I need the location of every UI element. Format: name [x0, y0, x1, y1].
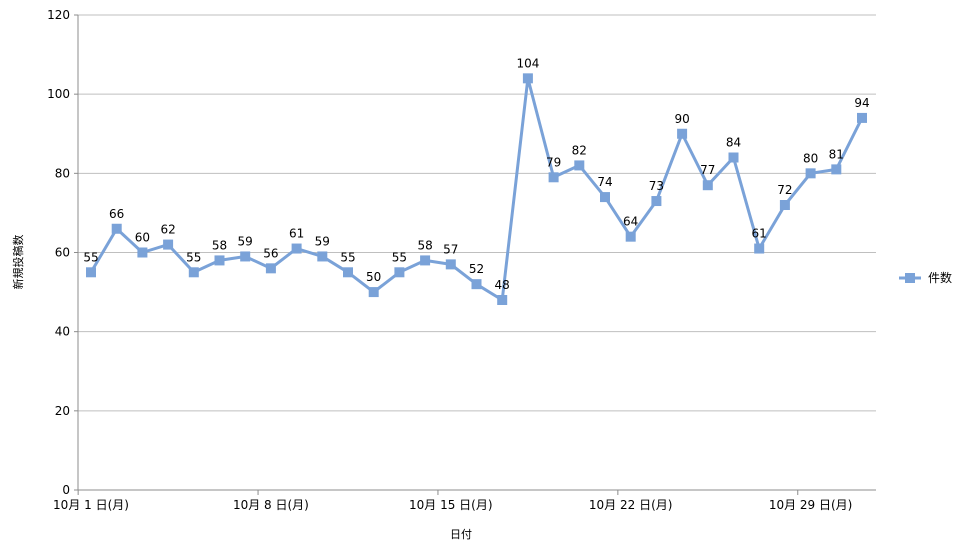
data-label: 77	[700, 163, 715, 177]
data-point	[702, 180, 713, 191]
x-tick-label: 10月 22 日(月)	[589, 498, 673, 512]
data-label: 59	[238, 234, 253, 248]
legend-marker-swatch	[905, 273, 915, 283]
data-point	[368, 287, 379, 298]
grid-lines	[78, 14, 876, 412]
data-point	[548, 172, 559, 183]
data-point	[625, 231, 636, 242]
data-point	[420, 255, 431, 266]
data-point	[857, 112, 867, 123]
data-point	[728, 152, 739, 163]
x-axis-title: 日付	[450, 528, 472, 541]
data-label: 72	[777, 183, 792, 197]
data-label: 80	[803, 151, 818, 165]
data-point	[522, 73, 533, 84]
x-tick-label: 10月 1 日(月)	[53, 498, 129, 512]
data-label: 61	[289, 227, 304, 241]
data-point	[677, 128, 688, 139]
data-label: 56	[263, 246, 278, 260]
data-point	[805, 168, 816, 179]
data-point	[831, 164, 842, 175]
data-label: 55	[186, 250, 201, 264]
data-label: 50	[366, 270, 381, 284]
data-point	[214, 255, 225, 266]
data-label: 52	[469, 262, 484, 276]
data-point	[754, 243, 765, 254]
data-point	[317, 251, 328, 262]
data-point	[188, 267, 199, 278]
y-tick-label: 100	[47, 87, 70, 101]
data-point	[86, 267, 96, 278]
data-point	[111, 223, 122, 234]
x-tick-label: 10月 15 日(月)	[409, 498, 493, 512]
y-tick-label: 120	[47, 8, 70, 22]
data-label: 94	[854, 96, 869, 110]
data-point	[240, 251, 251, 262]
data-label: 66	[109, 207, 124, 221]
data-point	[497, 295, 508, 305]
data-label: 55	[392, 250, 407, 264]
data-point	[394, 267, 405, 278]
data-label: 82	[572, 143, 587, 157]
data-label: 59	[315, 234, 330, 248]
y-tick-label: 60	[55, 246, 70, 260]
data-point	[265, 263, 276, 274]
data-label: 64	[623, 215, 638, 229]
data-label: 81	[829, 147, 844, 161]
data-label: 62	[160, 223, 175, 237]
y-tick-label: 80	[55, 166, 70, 180]
y-tick-label: 20	[55, 404, 70, 418]
x-tick-labels: 10月 1 日(月) 10月 8 日(月) 10月 15 日(月) 10月 22 日(…	[53, 490, 852, 512]
data-label: 73	[649, 179, 664, 193]
data-point	[779, 200, 790, 210]
data-point	[600, 192, 610, 203]
data-labels: 55 66 60 62 55 58 59 56 61 59 55 50 55 58 57 52 48 104 79 8…	[83, 56, 869, 292]
data-label: 74	[597, 175, 612, 189]
data-label: 60	[135, 231, 150, 245]
data-label: 84	[726, 136, 741, 150]
data-point	[163, 239, 174, 250]
data-point	[651, 196, 662, 207]
data-point	[343, 267, 353, 278]
data-label: 58	[212, 238, 227, 252]
data-markers	[86, 73, 867, 305]
y-tick-label: 0	[62, 483, 70, 497]
y-tick-label: 40	[55, 325, 70, 339]
y-tick-labels: 0 20 40 60 80 100 120	[47, 8, 70, 497]
data-label: 55	[340, 250, 355, 264]
legend-label: 件数	[928, 270, 952, 285]
data-label: 61	[752, 227, 767, 241]
data-point	[291, 243, 302, 254]
data-label: 57	[443, 242, 458, 256]
data-point	[574, 160, 585, 171]
data-point	[471, 279, 482, 290]
data-label: 48	[495, 278, 510, 292]
data-label: 90	[674, 112, 689, 126]
data-label: 79	[546, 155, 561, 169]
data-point	[445, 259, 456, 270]
x-tick-label: 10月 8 日(月)	[233, 498, 309, 512]
legend: 件数	[899, 270, 952, 285]
axes	[74, 14, 876, 491]
x-tick-label: 10月 29 日(月)	[769, 498, 853, 512]
data-label: 104	[516, 56, 539, 70]
y-axis-title: 新規投稿数	[11, 235, 25, 290]
data-point	[137, 247, 148, 258]
data-label: 55	[83, 250, 98, 264]
data-label: 58	[417, 238, 432, 252]
